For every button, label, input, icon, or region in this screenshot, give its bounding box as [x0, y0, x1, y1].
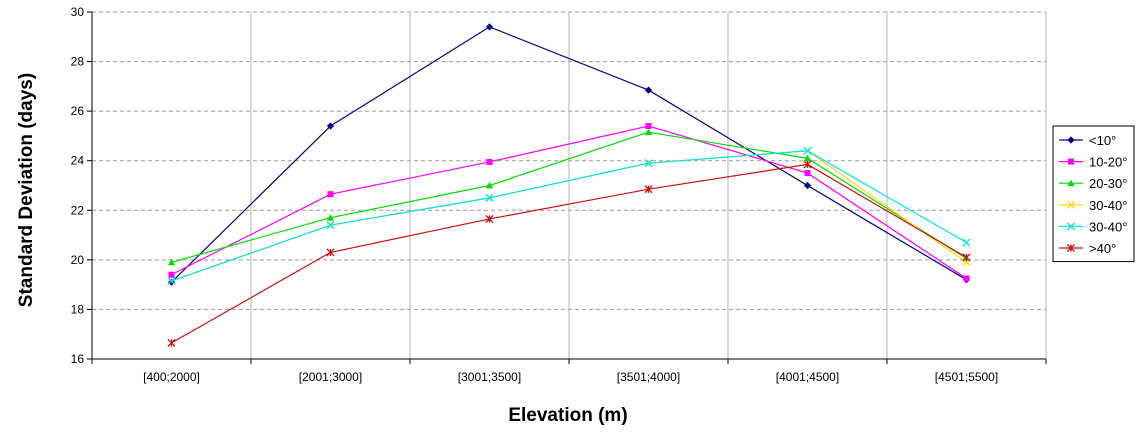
y-tick-label: 16 [71, 352, 85, 366]
data-point [1066, 200, 1076, 209]
legend-item: <10° [1059, 133, 1116, 148]
x-tick-label: [3501;4000] [617, 370, 680, 384]
x-axis-title: Elevation (m) [508, 405, 627, 426]
data-point [1066, 243, 1076, 253]
x-tick-label: [4501;5500] [935, 370, 998, 384]
data-point [168, 271, 175, 278]
legend-item: 30-40° [1059, 219, 1127, 234]
data-point [963, 275, 970, 282]
legend-label: <10° [1089, 133, 1116, 148]
data-point [1067, 179, 1075, 187]
x-tick-label: [4001;4500] [776, 370, 839, 384]
data-point [804, 170, 811, 177]
legend-box [1052, 125, 1135, 263]
data-point [1067, 136, 1075, 144]
data-point [167, 258, 176, 266]
data-point [645, 123, 652, 130]
data-point [644, 185, 653, 194]
legend-label: 10-20° [1089, 155, 1127, 170]
data-point [326, 248, 335, 257]
y-tick-label: 24 [71, 154, 85, 168]
data-point [485, 214, 494, 224]
series-group [167, 160, 971, 347]
series-line [171, 150, 967, 282]
series-line [171, 125, 967, 279]
data-point [803, 181, 812, 190]
y-tick-label: 22 [71, 203, 85, 217]
series-lines [167, 23, 971, 347]
tick-labels: 16 18 20 22 24 26 28 30 [400;2000] [2001;3000] [30… [71, 5, 999, 384]
data-point [803, 146, 812, 155]
legend-label: 20-30° [1089, 176, 1127, 191]
data-point [644, 159, 653, 168]
x-tick-label: [3001;3500] [458, 370, 521, 384]
data-point [485, 181, 494, 189]
data-point [644, 128, 653, 136]
legend-label: 30-40° [1089, 198, 1127, 213]
series-group [167, 23, 971, 286]
y-tick-label: 28 [71, 55, 85, 69]
y-tick-label: 30 [71, 5, 85, 19]
legend: <10° 10-20° 20-30° 30-40° 30-40° >40° [1052, 125, 1135, 263]
series-group [168, 123, 970, 282]
data-point [167, 338, 176, 347]
series-line [171, 131, 967, 263]
gridlines [92, 11, 1047, 359]
data-point [327, 191, 334, 198]
data-point [485, 23, 494, 31]
y-axis-title: Standard Deviation (days) [16, 73, 37, 307]
y-tick-label: 20 [71, 253, 85, 267]
legend-item: 10-20° [1059, 155, 1127, 170]
y-tick-label: 18 [71, 302, 85, 316]
data-point [644, 86, 653, 94]
x-tick-label: [400;2000] [143, 370, 200, 384]
series-line [171, 26, 967, 283]
data-point [167, 276, 176, 285]
legend-label: >40° [1089, 241, 1116, 256]
legend-item: 30-40° [1059, 198, 1127, 213]
x-tick-label: [2001;3000] [299, 370, 362, 384]
data-point [326, 214, 335, 221]
data-point [803, 154, 812, 162]
data-point [1068, 158, 1074, 165]
data-point [326, 122, 335, 130]
data-point [803, 160, 812, 169]
data-point [962, 253, 971, 262]
data-point [485, 193, 494, 202]
data-point [962, 238, 971, 247]
series-line [171, 163, 967, 344]
legend-item: 20-30° [1059, 176, 1127, 191]
y-tick-label: 26 [71, 104, 85, 118]
data-point [326, 221, 335, 230]
data-point [486, 158, 493, 165]
series-group [167, 146, 971, 285]
axes [87, 11, 1047, 364]
legend-label: 30-40° [1089, 219, 1127, 234]
data-point [1066, 222, 1076, 231]
legend-item: >40° [1059, 241, 1116, 256]
